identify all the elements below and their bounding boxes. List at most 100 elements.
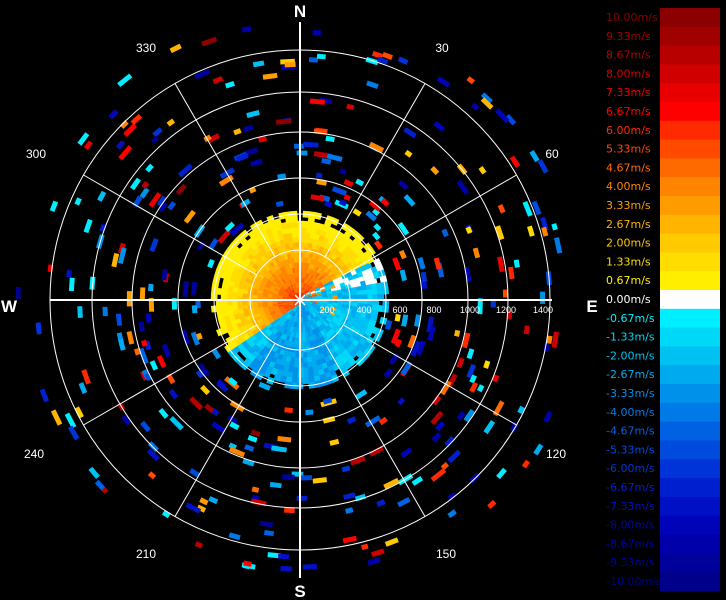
legend-entry: -2.00m/s [606, 346, 720, 366]
azimuth-spoke-240 [83, 324, 257, 426]
azimuth-label-150: 150 [436, 547, 456, 561]
legend-entry: -6.67m/s [606, 478, 720, 498]
legend-label: 4.00m/s [606, 180, 651, 193]
legend-entry: -0.67m/s [606, 308, 720, 329]
legend-entry: 2.67m/s [606, 214, 720, 235]
range-label-400: 400 [356, 305, 371, 315]
legend-swatch [660, 196, 720, 216]
legend-label: 2.00m/s [606, 237, 651, 250]
legend-swatch [660, 421, 720, 441]
legend-label: -10.00m/s [606, 575, 662, 588]
legend-label: -3.33m/s [606, 387, 655, 400]
legend-swatch [660, 534, 720, 554]
legend-label: 0.67m/s [606, 274, 651, 287]
azimuth-spokes [83, 83, 517, 517]
azimuth-label-30: 30 [435, 41, 449, 55]
legend-label: 1.33m/s [606, 255, 651, 268]
legend-label: -8.67m/s [606, 537, 655, 550]
legend-label: 8.67m/s [606, 49, 651, 62]
azimuth-spoke-330 [174, 83, 276, 257]
legend-label: 3.33m/s [606, 199, 651, 212]
legend-swatch [660, 26, 720, 47]
azimuth-label-240: 240 [24, 447, 44, 461]
legend-label: -6.67m/s [606, 481, 655, 494]
legend-label: 9.33m/s [606, 30, 651, 43]
legend-label: -2.67m/s [606, 368, 655, 381]
azimuth-label-300: 300 [26, 147, 46, 161]
azimuth-spoke-120 [343, 324, 517, 426]
legend-label: -0.67m/s [606, 312, 655, 325]
legend-entry: 5.33m/s [606, 139, 720, 159]
azimuth-label-120: 120 [546, 447, 566, 461]
legend-swatch [660, 45, 720, 65]
legend-entry: 8.67m/s [606, 45, 720, 65]
legend-label: 8.00m/s [606, 67, 651, 80]
legend-swatch [660, 233, 720, 253]
azimuth-spoke-300 [83, 174, 257, 276]
legend-entry: 6.67m/s [606, 102, 720, 122]
range-label-1000: 1000 [460, 305, 480, 315]
legend-swatch [660, 478, 720, 498]
legend-label: 5.33m/s [606, 143, 651, 156]
legend-swatch [660, 214, 720, 235]
legend-entry: 1.33m/s [606, 252, 720, 272]
azimuth-spoke-150 [324, 343, 426, 517]
legend-entry: 0.67m/s [606, 271, 720, 291]
legend-entry: -6.00m/s [606, 459, 720, 479]
legend-label: -4.00m/s [606, 406, 655, 419]
legend-swatch [660, 271, 720, 291]
compass-north: N [294, 2, 306, 21]
legend-swatch [660, 402, 720, 423]
legend-swatch [660, 102, 720, 122]
legend-swatch [660, 177, 720, 197]
azimuth-spoke-30 [324, 83, 426, 257]
legend-entry: -4.67m/s [606, 421, 720, 441]
range-label-600: 600 [392, 305, 407, 315]
legend-entry: -8.67m/s [606, 534, 720, 554]
compass-south: S [294, 582, 305, 600]
range-label-800: 800 [426, 305, 441, 315]
legend-swatch [660, 572, 720, 592]
legend-swatch [660, 83, 720, 103]
legend-label: 7.33m/s [606, 86, 651, 99]
legend-entry: 9.33m/s [606, 26, 720, 47]
compass-west: W [1, 297, 18, 316]
legend-label: -7.33m/s [606, 500, 655, 513]
radar-center-icon [293, 293, 307, 307]
range-label-200: 200 [319, 305, 334, 315]
legend-entry: 7.33m/s [606, 83, 720, 103]
legend-label: 4.67m/s [606, 161, 651, 174]
legend-label: 2.67m/s [606, 218, 651, 231]
velocity-legend: 10.00m/s 9.33m/s 8.67m/s 8.00m/s 7.33m/s 6.67… [606, 8, 720, 592]
legend-label: -8.00m/s [606, 519, 655, 532]
range-label-1200: 1200 [496, 305, 516, 315]
legend-entry: -1.33m/s [606, 327, 720, 347]
legend-entry: 6.00m/s [606, 120, 720, 141]
legend-entry: -10.00m/s [606, 572, 720, 592]
range-label-1400: 1400 [533, 305, 553, 315]
legend-entry: 3.33m/s [606, 196, 720, 216]
compass-east: E [586, 297, 597, 316]
legend-swatch [660, 290, 720, 310]
legend-label: 6.00m/s [606, 124, 651, 137]
legend-label: -2.00m/s [606, 349, 655, 362]
legend-swatch [660, 120, 720, 141]
legend-swatch [660, 553, 720, 573]
legend-entry: -7.33m/s [606, 496, 720, 517]
legend-label: 0.00m/s [606, 293, 651, 306]
legend-swatch [660, 8, 720, 28]
legend-label: -9.33m/s [606, 556, 655, 569]
legend-entry: 2.00m/s [606, 233, 720, 253]
azimuth-label-330: 330 [136, 41, 156, 55]
legend-swatch [660, 327, 720, 347]
azimuth-spoke-60 [343, 174, 517, 276]
azimuth-label-210: 210 [136, 547, 156, 561]
legend-label: -1.33m/s [606, 331, 655, 344]
legend-entry: -4.00m/s [606, 402, 720, 423]
legend-swatch [660, 139, 720, 159]
legend-swatch [660, 252, 720, 272]
legend-label: 6.67m/s [606, 105, 651, 118]
legend-entry: 0.00m/s [606, 290, 720, 310]
legend-swatch [660, 158, 720, 178]
